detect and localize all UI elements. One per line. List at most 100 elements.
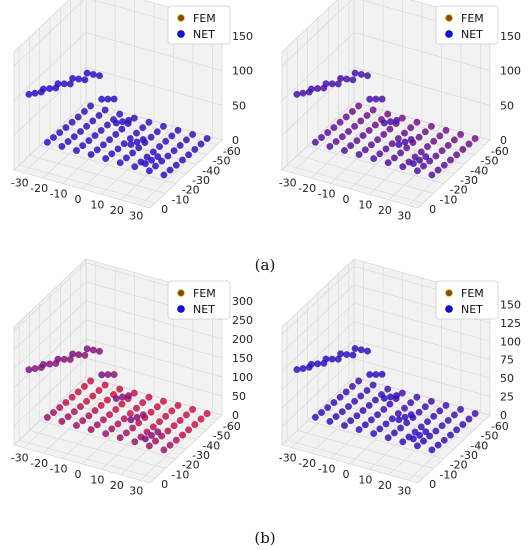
data-point xyxy=(103,396,111,404)
legend-marker xyxy=(177,14,185,22)
z-tick-label: 75 xyxy=(500,354,514,367)
data-point xyxy=(112,405,120,414)
data-point xyxy=(116,110,124,118)
data-point xyxy=(438,147,446,155)
data-point xyxy=(127,416,135,424)
data-point xyxy=(102,155,110,163)
data-point xyxy=(450,136,458,144)
data-point xyxy=(363,72,372,80)
x-tick-label: 0 xyxy=(343,193,350,206)
data-point xyxy=(423,143,432,151)
data-point xyxy=(388,140,396,148)
legend-label: NET xyxy=(461,303,483,316)
data-point xyxy=(58,417,66,425)
data-point xyxy=(93,421,101,429)
data-point xyxy=(359,132,367,140)
data-point xyxy=(427,122,435,130)
data-point xyxy=(393,116,401,124)
data-point xyxy=(43,413,51,421)
data-point xyxy=(116,434,124,442)
data-point xyxy=(120,140,128,148)
data-point xyxy=(355,150,363,159)
data-point xyxy=(349,351,357,359)
data-point xyxy=(380,130,388,138)
z-tick-label: 150 xyxy=(500,298,521,311)
data-point xyxy=(102,430,110,438)
data-point xyxy=(419,162,428,170)
data-point xyxy=(131,163,139,171)
data-point xyxy=(413,167,421,175)
data-point xyxy=(397,149,405,157)
grid-line-z xyxy=(13,376,87,446)
data-point xyxy=(141,435,149,443)
z-tick-label: 150 xyxy=(500,30,521,43)
legend-label: FEM xyxy=(193,287,216,300)
x-tick-label: 10 xyxy=(358,198,372,211)
y-tick-label: -40 xyxy=(470,164,488,177)
z-tick-label: 50 xyxy=(232,99,246,112)
data-point xyxy=(164,152,172,160)
data-point xyxy=(432,427,440,435)
data-point xyxy=(353,412,361,420)
grid-line-y xyxy=(39,420,176,460)
data-point xyxy=(465,140,473,148)
legend-marker xyxy=(445,289,453,297)
z-tick-label: 50 xyxy=(500,99,514,112)
data-point xyxy=(126,134,134,143)
data-point xyxy=(126,409,134,418)
grid-line-z xyxy=(13,281,87,351)
x-tick-label: -30 xyxy=(279,177,297,190)
data-point xyxy=(370,430,378,438)
data-point xyxy=(351,397,359,405)
data-point xyxy=(155,143,164,151)
data-point xyxy=(349,76,357,84)
grid-line-z xyxy=(353,321,491,360)
data-point xyxy=(62,398,70,407)
data-point xyxy=(155,418,164,426)
data-point xyxy=(83,345,91,353)
data-point xyxy=(343,75,351,83)
data-point xyxy=(58,142,66,150)
data-point xyxy=(153,128,161,136)
caption-b: (b) xyxy=(254,529,275,547)
y-tick-label: -30 xyxy=(192,449,210,462)
data-point xyxy=(369,106,377,114)
y-tick-label: 0 xyxy=(429,478,436,491)
data-point xyxy=(453,426,461,434)
grid-line-z xyxy=(353,67,491,106)
data-point xyxy=(149,148,157,156)
z-tick-label: 0 xyxy=(500,134,507,147)
data-point xyxy=(110,370,118,379)
legend-label: NET xyxy=(193,28,215,41)
data-point xyxy=(399,163,407,171)
data-point xyxy=(397,424,405,432)
data-point xyxy=(409,435,417,443)
caption-a: (a) xyxy=(255,256,276,274)
data-point xyxy=(31,89,39,97)
data-point xyxy=(31,365,39,373)
data-point xyxy=(440,161,448,169)
data-point xyxy=(423,418,432,426)
x-tick-label: -30 xyxy=(11,177,29,190)
grid-line-y xyxy=(287,164,424,204)
grid-line-z xyxy=(281,358,355,427)
legend-label: FEM xyxy=(461,12,484,25)
data-point xyxy=(49,409,58,417)
legend-label: NET xyxy=(461,28,483,41)
data-point xyxy=(415,408,423,416)
data-point xyxy=(348,382,356,390)
data-point xyxy=(407,124,415,132)
data-point xyxy=(76,127,85,136)
data-point xyxy=(118,118,127,126)
y-tick-label: -30 xyxy=(460,174,478,187)
data-point xyxy=(419,437,428,445)
data-point xyxy=(386,393,395,401)
y-tick-label: 0 xyxy=(161,478,168,491)
data-point xyxy=(436,132,444,140)
data-point xyxy=(440,436,448,444)
data-point xyxy=(426,157,434,165)
data-point xyxy=(324,404,332,412)
data-point xyxy=(384,110,392,118)
data-point xyxy=(416,156,424,164)
data-point xyxy=(446,431,455,439)
